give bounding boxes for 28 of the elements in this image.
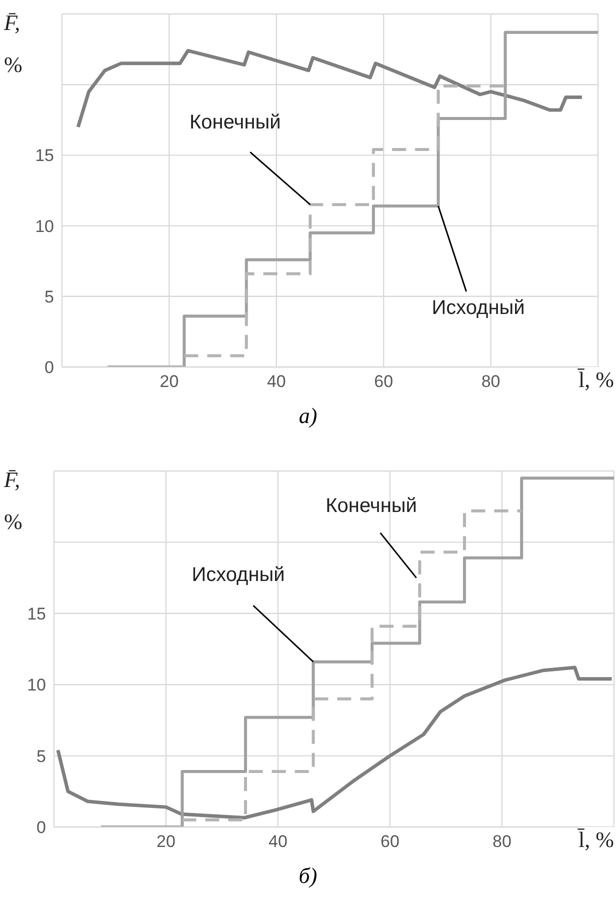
y-tick-label: 10 [27,676,46,695]
y-tick-label: 5 [44,287,54,306]
x-tick-label: 80 [481,372,500,392]
y-axis-title: F̄, % [4,466,22,536]
y-tick-label: 15 [27,604,46,624]
y-tick-label: 15 [35,146,54,166]
y-axis-title: F̄, % [4,9,22,79]
x-axis-title: l̄, % [578,367,614,393]
line-series [56,666,614,820]
text: а) [298,403,318,429]
x-tick-label: 20 [156,832,176,852]
y-tick-label: 5 [36,746,46,766]
x-tick-label: 40 [268,832,288,852]
annotation: Конечный [190,112,281,134]
x-tick-label: 60 [374,372,394,392]
annotation: Исходный [192,564,285,586]
annotation: Исходный [432,297,525,320]
line-series [76,48,584,129]
y-tick-label: 0 [44,358,54,378]
y-tick-label: 10 [35,216,54,236]
x-tick-label: 20 [160,372,179,392]
x-tick-label: 40 [266,372,286,392]
x-tick-label: 60 [380,832,400,852]
text: б) [298,863,318,889]
annotation: Конечный [326,494,417,517]
x-axis-title: l̄, % [578,827,614,853]
x-tick-label: 80 [492,832,512,852]
y-tick-label: 0 [36,818,46,838]
